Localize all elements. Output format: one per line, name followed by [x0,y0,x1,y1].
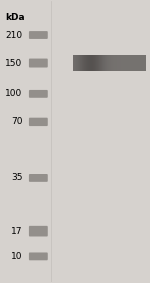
Bar [122,55,123,71]
Bar [140,55,141,71]
Bar [85,55,86,71]
Bar [95,55,96,71]
Bar [118,55,119,71]
Bar [77,55,78,71]
Bar [130,55,131,71]
Bar [91,55,92,71]
Bar [84,55,85,71]
Bar [73,55,74,71]
Bar [141,55,142,71]
Bar [124,55,125,71]
Bar [78,55,79,71]
Bar [121,55,122,71]
Bar [127,55,128,71]
Bar [123,55,124,71]
Text: 70: 70 [11,117,22,127]
Bar [82,55,83,71]
Bar [101,55,102,71]
Bar [143,55,144,71]
Bar [125,55,126,71]
FancyBboxPatch shape [29,31,48,39]
Bar [75,55,76,71]
Bar [131,55,132,71]
Bar [88,55,89,71]
Bar [120,55,121,71]
Bar [99,55,100,71]
Bar [137,55,138,71]
Bar [110,55,111,71]
Bar [74,55,75,71]
Text: 210: 210 [5,31,22,40]
Bar [144,55,145,71]
Bar [112,55,113,71]
Bar [135,55,136,71]
Bar [93,55,94,71]
Bar [136,55,137,71]
Bar [79,55,80,71]
Bar [128,55,129,71]
Bar [119,55,120,71]
Bar [116,55,117,71]
Text: 17: 17 [11,227,22,236]
Bar [145,55,146,71]
Bar [114,55,115,71]
Bar [96,55,97,71]
Bar [105,55,106,71]
Bar [81,55,82,71]
FancyBboxPatch shape [29,174,48,182]
Bar [103,55,104,71]
Bar [86,55,87,71]
Text: 35: 35 [11,173,22,183]
Bar [113,55,114,71]
FancyBboxPatch shape [29,226,48,237]
Bar [109,55,110,71]
Bar [83,55,84,71]
Text: 150: 150 [5,59,22,68]
Bar [97,55,98,71]
Bar [76,55,77,71]
Bar [142,55,143,71]
Bar [106,55,107,71]
Bar [104,55,105,71]
Bar [115,55,116,71]
Bar [98,55,99,71]
Bar [89,55,90,71]
Bar [134,55,135,71]
Bar [111,55,112,71]
Bar [92,55,93,71]
Bar [100,55,101,71]
Bar [108,55,109,71]
Bar [126,55,127,71]
FancyBboxPatch shape [29,252,48,260]
Bar [117,55,118,71]
Bar [102,55,103,71]
Bar [90,55,91,71]
FancyBboxPatch shape [29,90,48,98]
FancyBboxPatch shape [29,118,48,126]
Text: 10: 10 [11,252,22,261]
FancyBboxPatch shape [29,59,48,68]
Text: kDa: kDa [5,13,25,22]
Bar [133,55,134,71]
Bar [138,55,139,71]
Bar [94,55,95,71]
Bar [87,55,88,71]
Bar [80,55,81,71]
Bar [132,55,133,71]
Bar [107,55,108,71]
Text: 100: 100 [5,89,22,98]
Bar [139,55,140,71]
Bar [129,55,130,71]
